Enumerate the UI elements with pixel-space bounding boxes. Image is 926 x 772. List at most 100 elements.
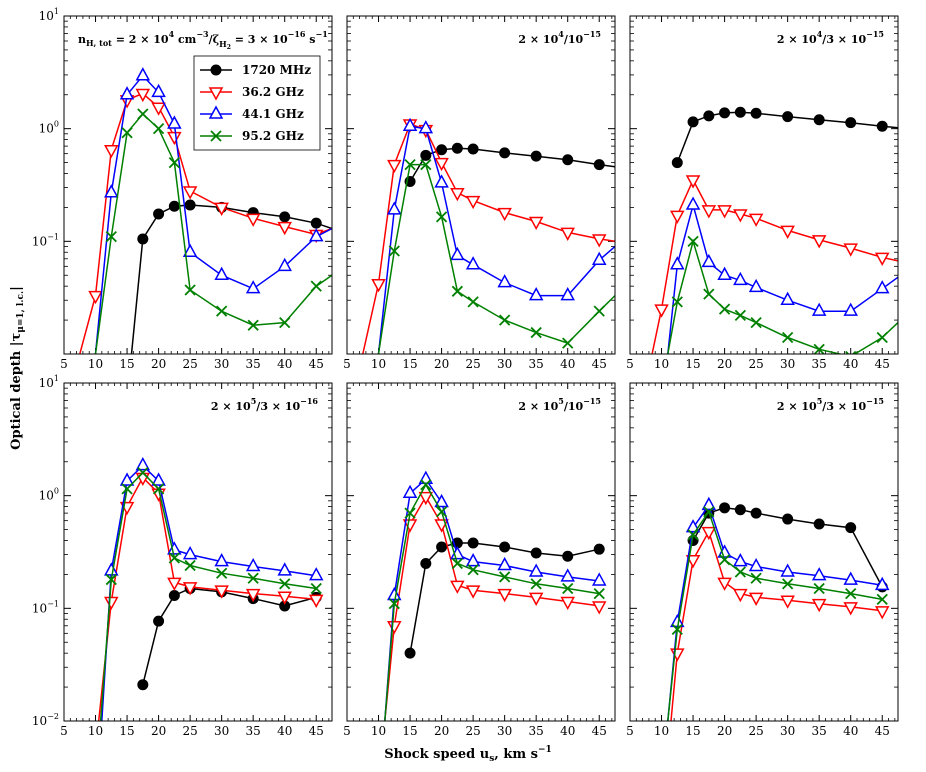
marker-triangle-down	[560, 227, 575, 241]
marker-triangle-down	[811, 235, 827, 249]
panel-series	[79, 67, 332, 404]
marker-x	[184, 559, 196, 572]
marker-triangle-down	[418, 491, 434, 506]
marker-x	[876, 593, 888, 606]
marker-x-stroke	[530, 326, 542, 339]
marker-circle	[876, 120, 888, 132]
marker-triangle-up	[387, 201, 402, 215]
marker-triangle-down	[654, 304, 669, 318]
x-tick-label: 30	[214, 357, 229, 371]
marker-x	[750, 572, 762, 584]
y-tick-label: 100	[39, 120, 59, 136]
marker-x-stroke	[876, 593, 888, 606]
legend-label: 36.2 GHz	[242, 85, 304, 99]
marker-x-stroke	[734, 566, 746, 578]
marker-x	[121, 127, 133, 139]
marker-circle	[310, 217, 322, 229]
marker-x-stroke	[750, 572, 762, 584]
marker-triangle-up	[670, 256, 685, 270]
x-tick-label: 40	[277, 724, 292, 738]
marker-circle	[782, 513, 794, 525]
marker-triangle-up	[701, 253, 717, 268]
marker-x	[216, 567, 228, 579]
marker-x-stroke	[451, 557, 463, 570]
y-tick-label-base: 10	[39, 376, 54, 390]
y-tick-label: 101	[39, 7, 59, 23]
marker-x	[499, 571, 511, 583]
marker-x	[687, 235, 699, 247]
title-part: = 2 × 10	[112, 33, 169, 46]
panel-title: 2 × 105/3 × 10−16	[211, 396, 319, 413]
marker-triangle-up	[135, 456, 151, 471]
series-44-1-ghz	[94, 67, 332, 354]
title-part: −3	[196, 29, 209, 39]
marker-x	[467, 296, 479, 308]
marker-x	[734, 566, 746, 578]
marker-triangle-down	[733, 209, 748, 223]
marker-x-stroke	[734, 309, 746, 322]
title-part: /ζ	[209, 33, 220, 46]
y-tick-label-base: 10	[32, 714, 47, 728]
title-part: 2 × 10	[211, 400, 251, 413]
y-tick-label-exp: 0	[54, 120, 59, 129]
marker-triangle-up	[874, 576, 890, 591]
marker-x-stroke	[782, 331, 794, 344]
panel-ticks: 5 10 15 20 25 30 35 40 45	[343, 15, 615, 371]
panel-series	[97, 456, 324, 721]
title-part: /3 × 10	[822, 400, 866, 413]
marker-triangle-up	[780, 291, 795, 305]
marker-x	[420, 158, 432, 171]
legend-entry: 1720 MHz	[200, 63, 311, 77]
marker-circle	[813, 114, 825, 126]
marker-triangle-up	[167, 115, 182, 129]
y-tick-label: 10−1	[32, 232, 59, 248]
marker-x-stroke	[750, 316, 762, 329]
marker-x	[168, 156, 180, 169]
series-1720-mhz	[137, 582, 322, 691]
marker-x-stroke	[279, 578, 291, 590]
marker-triangle-up	[465, 553, 481, 567]
marker-triangle-down	[497, 588, 512, 603]
x-tick-label: 25	[182, 724, 197, 738]
marker-x-stroke	[121, 483, 133, 495]
marker-triangle-down	[465, 585, 481, 599]
marker-x-stroke	[499, 571, 511, 583]
x-tick-label: 20	[151, 357, 166, 371]
x-tick-label: 10	[371, 724, 386, 738]
series-95-2-ghz	[667, 235, 898, 354]
marker-circle	[122, 394, 132, 404]
marker-triangle-up	[434, 174, 449, 188]
marker-triangle-up	[450, 246, 465, 261]
series-44-1-ghz	[384, 470, 607, 721]
marker-triangle-down	[591, 601, 607, 615]
marker-triangle-down	[717, 205, 732, 219]
x-axis-title: Shock speed us, km s−1	[384, 745, 552, 764]
x-tick-label: 5	[626, 357, 634, 371]
marker-x	[499, 314, 511, 326]
marker-triangle-down	[167, 577, 182, 591]
x-tick-label: 25	[748, 357, 763, 371]
x-tick-label: 35	[246, 357, 261, 371]
title-part: = 3 × 10	[231, 33, 288, 46]
marker-triangle-down	[308, 594, 324, 608]
title-part: 4	[558, 29, 564, 39]
marker-x	[530, 326, 542, 339]
marker-triangle-up	[843, 302, 858, 316]
panel-frame	[629, 382, 899, 722]
marker-x	[404, 158, 416, 171]
series-95-2-ghz	[99, 467, 322, 721]
y-tick-label: 10−2	[32, 712, 59, 728]
marker-triangle-down	[277, 591, 292, 605]
title-part: −15	[866, 396, 884, 406]
marker-triangle-down	[167, 131, 182, 146]
series-36-2-ghz	[97, 472, 324, 721]
marker-triangle-down	[387, 621, 402, 635]
marker-triangle-up	[308, 228, 324, 242]
marker-circle	[467, 143, 479, 155]
marker-triangle-down	[245, 213, 261, 227]
marker-circle	[499, 147, 511, 159]
marker-triangle-down	[748, 213, 764, 227]
marker-x	[435, 506, 448, 518]
marker-x	[451, 285, 463, 297]
marker-x-stroke	[137, 467, 149, 479]
